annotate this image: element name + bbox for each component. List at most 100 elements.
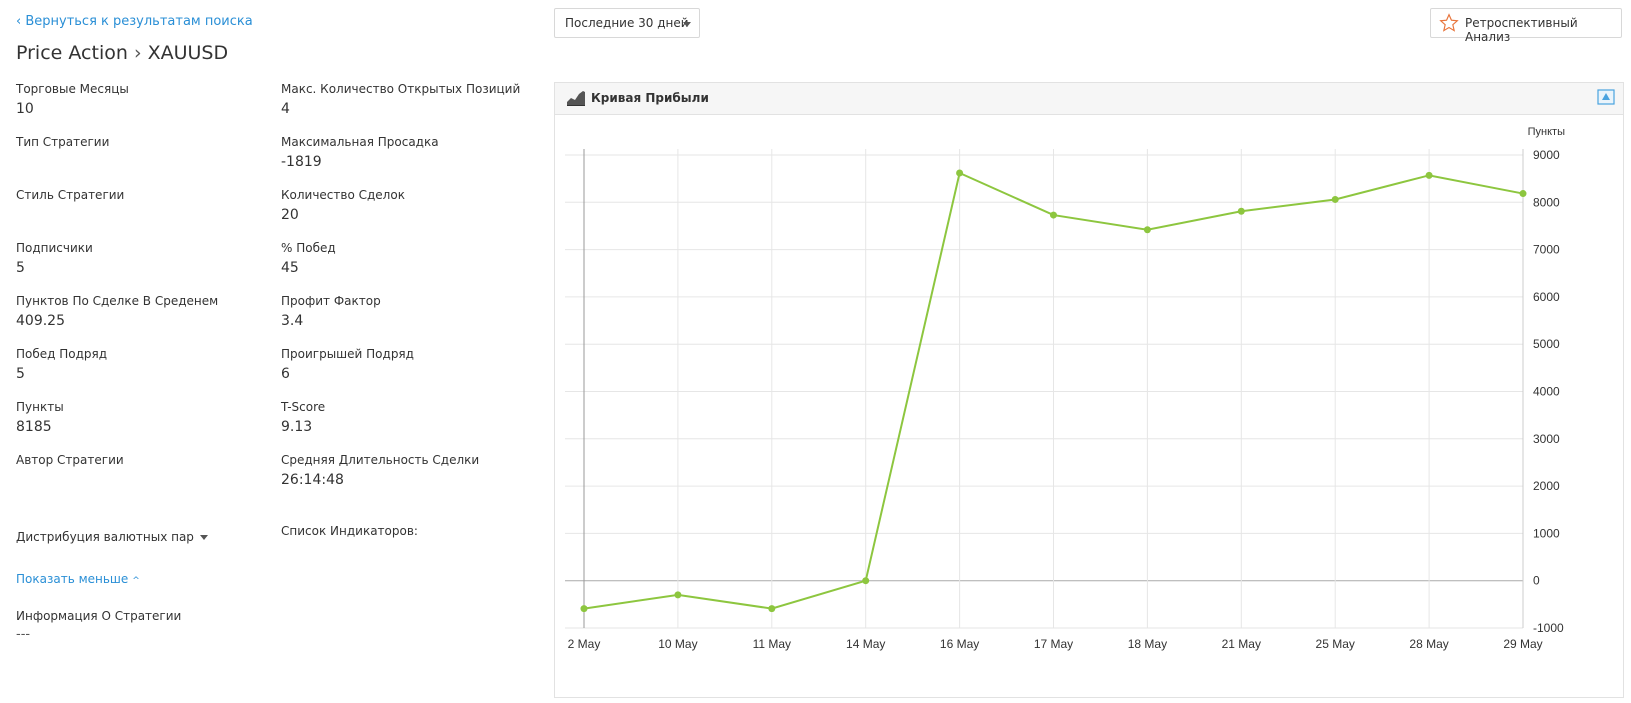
- x-tick-label: 18 May: [1128, 637, 1167, 651]
- data-point: [1519, 190, 1527, 198]
- chevron-up-icon: ^: [132, 576, 140, 586]
- data-point: [956, 169, 964, 177]
- stat-label: Тип Стратегии: [16, 135, 110, 149]
- stat-label: Средняя Длительность Сделки: [281, 453, 480, 467]
- stat-max-drawdown: Максимальная Просадка -1819: [281, 134, 531, 171]
- stat-points: Пункты 8185: [16, 399, 266, 436]
- page-title: Price Action › XAUUSD: [16, 42, 228, 64]
- stat-label: Пунктов По Сделке В Среденем: [16, 294, 219, 308]
- stat-win-streak: Побед Подряд 5: [16, 346, 266, 383]
- x-tick-label: 10 May: [658, 637, 697, 651]
- stat-label: T-Score: [281, 400, 326, 414]
- y-tick-label: 3000: [1533, 432, 1560, 446]
- panel-header: Кривая Прибыли: [555, 83, 1623, 115]
- stat-label: Список Индикаторов:: [281, 524, 418, 538]
- y-tick-label: 1000: [1533, 526, 1560, 540]
- data-point: [768, 605, 776, 613]
- backtest-button[interactable]: Ретроспективный Анализ: [1430, 8, 1622, 44]
- stat-label: Торговые Месяцы: [16, 82, 129, 96]
- x-tick-label: 16 May: [940, 637, 979, 651]
- stat-t-score: T-Score 9.13: [281, 399, 531, 436]
- data-point: [674, 591, 682, 599]
- stat-strategy-style: Стиль Стратегии: [16, 187, 266, 206]
- stat-value: 8185: [16, 419, 52, 435]
- stat-label: Количество Сделок: [281, 188, 405, 202]
- y-tick-label: 7000: [1533, 243, 1560, 257]
- stat-value: 10: [16, 101, 34, 117]
- x-tick-label: 17 May: [1034, 637, 1073, 651]
- title-separator: ›: [133, 42, 142, 64]
- data-point: [1050, 211, 1057, 219]
- data-point: [1331, 195, 1339, 203]
- y-tick-label: 9000: [1533, 148, 1560, 162]
- backtest-button-label: Ретроспективный Анализ: [1465, 16, 1578, 44]
- stat-strategy-type: Тип Стратегии: [16, 134, 266, 153]
- currency-distribution-label: Дистрибуция валютных пар: [16, 530, 194, 544]
- data-point: [1143, 226, 1151, 234]
- stat-label: Профит Фактор: [281, 294, 381, 308]
- x-tick-label: 29 May: [1503, 637, 1542, 651]
- y-tick-label: 6000: [1533, 290, 1560, 304]
- symbol-name: XAUUSD: [147, 42, 229, 64]
- y-axis-label: Пункты: [1528, 126, 1565, 138]
- stat-label: % Побед: [281, 241, 336, 255]
- period-selected-value: Последние 30 дней: [565, 16, 689, 30]
- stat-label: Пункты: [16, 400, 64, 414]
- stat-label: Побед Подряд: [16, 347, 108, 361]
- triangle-down-icon: [683, 22, 691, 27]
- stat-strategy-author: Автор Стратегии: [16, 452, 266, 471]
- stat-value: 6: [281, 366, 290, 382]
- stat-trade-count: Количество Сделок 20: [281, 187, 531, 224]
- strategy-name: Price Action: [16, 42, 128, 64]
- stat-trading-months: Торговые Месяцы 10: [16, 81, 266, 118]
- period-select[interactable]: Последние 30 дней: [554, 8, 700, 38]
- data-point: [580, 605, 588, 613]
- show-less-link[interactable]: Показать меньше ^: [16, 572, 140, 586]
- stat-value: 5: [16, 366, 25, 382]
- stat-avg-trade-duration: Средняя Длительность Сделки 26:14:48: [281, 452, 531, 489]
- stat-label: Проигрышей Подряд: [281, 347, 414, 361]
- data-point: [1425, 171, 1433, 179]
- stat-subscribers: Подписчики 5: [16, 240, 266, 277]
- stat-label: Максимальная Просадка: [281, 135, 439, 149]
- stat-loss-streak: Проигрышей Подряд 6: [281, 346, 531, 383]
- y-tick-label: 8000: [1533, 195, 1560, 209]
- panel-title: Кривая Прибыли: [591, 91, 709, 105]
- y-tick-label: 2000: [1533, 479, 1560, 493]
- data-point: [1237, 207, 1245, 215]
- y-tick-label: 0: [1533, 574, 1540, 588]
- back-to-search-link[interactable]: ‹ Вернуться к результатам поиска: [16, 14, 253, 29]
- y-tick-label: 5000: [1533, 337, 1560, 351]
- data-point: [862, 577, 870, 585]
- y-tick-label: 4000: [1533, 385, 1560, 399]
- triangle-down-icon: [199, 535, 208, 540]
- show-less-label: Показать меньше: [16, 572, 129, 586]
- x-tick-label: 28 May: [1409, 637, 1448, 651]
- x-tick-label: 14 May: [846, 637, 885, 651]
- expand-chart-icon[interactable]: [1597, 89, 1615, 105]
- stat-value: 409.25: [16, 313, 65, 329]
- x-tick-label: 25 May: [1316, 637, 1355, 651]
- stat-value: 20: [281, 207, 299, 223]
- stat-win-percent: % Побед 45: [281, 240, 531, 277]
- x-tick-label: 21 May: [1222, 637, 1261, 651]
- profit-curve-chart: -1000 0 1000 2000 3000 4000 5000 6000 7000 8000 90…: [565, 126, 1565, 651]
- star-icon: [1439, 13, 1459, 32]
- stat-value: 9.13: [281, 419, 313, 435]
- stat-avg-points-per-trade: Пунктов По Сделке В Среденем 409.25: [16, 293, 266, 330]
- strategy-info-value: ---: [16, 627, 31, 642]
- stat-label: Подписчики: [16, 241, 93, 255]
- stat-label: Стиль Стратегии: [16, 188, 125, 202]
- stat-value: 3.4: [281, 313, 304, 329]
- profit-curve-panel: Кривая Прибыли -1000 0 1000 2000 3000 4000 500…: [554, 82, 1624, 698]
- stat-value: 26:14:48: [281, 472, 344, 488]
- stat-value: -1819: [281, 154, 322, 170]
- stat-indicator-list: Список Индикаторов:: [281, 523, 531, 542]
- strategy-info-label: Информация О Стратегии: [16, 609, 182, 623]
- stat-max-open-positions: Макс. Количество Открытых Позиций 4: [281, 81, 531, 118]
- currency-distribution-toggle[interactable]: Дистрибуция валютных пар: [16, 530, 208, 544]
- stat-value: 4: [281, 101, 290, 117]
- y-tick-label: -1000: [1533, 621, 1564, 635]
- area-chart-icon: [567, 91, 585, 106]
- x-tick-label: 11 May: [753, 637, 791, 651]
